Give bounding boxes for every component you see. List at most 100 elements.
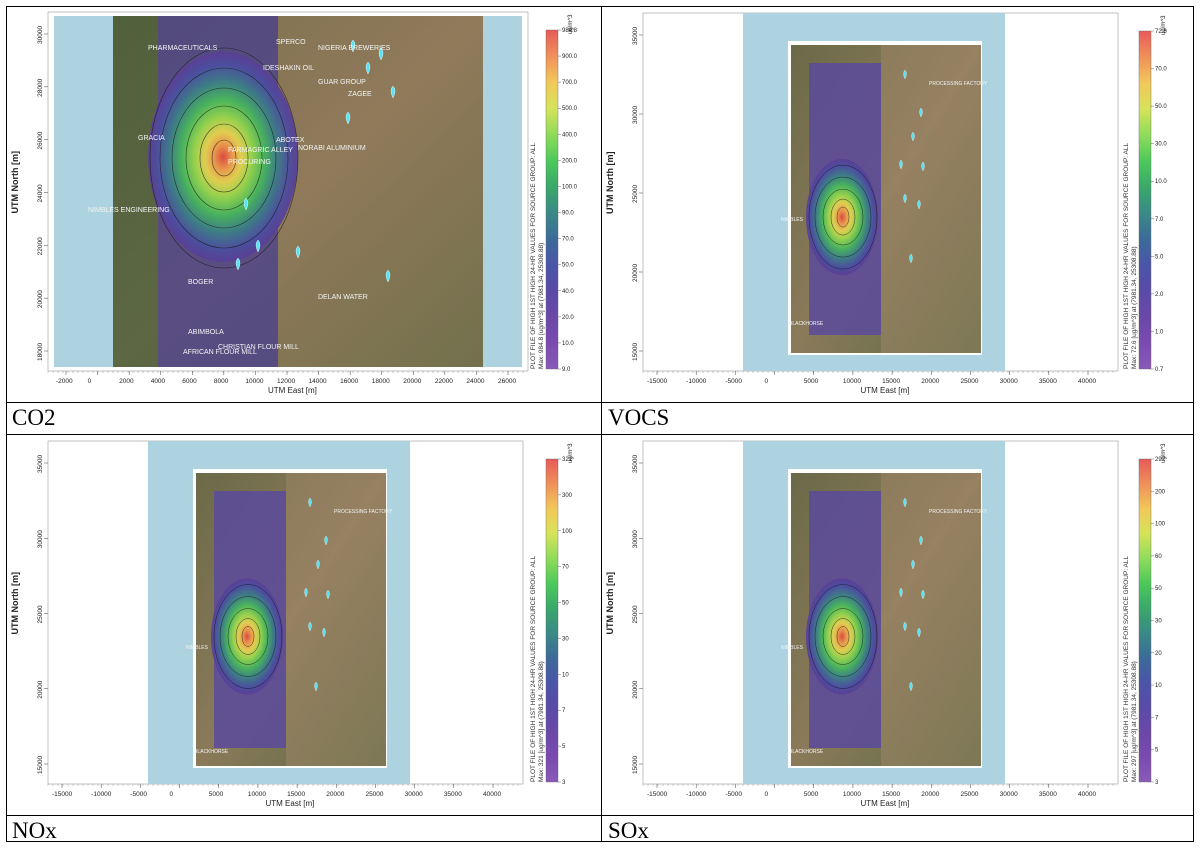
colorbar-level: 200 [1155, 489, 1166, 495]
x-tick-label: 5000 [209, 791, 224, 798]
site-label: FARMAGRIC ALLEY [228, 147, 293, 154]
y-tick-label: 18000 [37, 343, 44, 361]
y-tick-label: 25000 [37, 605, 44, 623]
urban-zone [881, 473, 981, 766]
x-axis-title: UTM East [m] [861, 386, 910, 395]
colorbar-title: PLOT FILE OF HIGH 1ST HIGH 24-HR VALUES … [1123, 556, 1130, 782]
colorbar-level: 5 [562, 744, 566, 750]
colorbar-level: 60 [1155, 554, 1162, 560]
colorbar-level: 321 [562, 457, 573, 463]
contour-line [830, 198, 856, 236]
y-tick-label: 25000 [632, 185, 639, 203]
x-tick-label: 12000 [277, 378, 295, 385]
x-tick-label: 26000 [498, 378, 516, 385]
x-tick-label: 20000 [403, 378, 421, 385]
y-tick-label: 20000 [37, 290, 44, 308]
site-marker-icon [345, 111, 351, 125]
x-tick-label: 16000 [340, 378, 358, 385]
site-label: DELAN WATER [318, 294, 368, 301]
x-tick-label: 2000 [119, 378, 134, 385]
colorbar [1138, 458, 1152, 783]
site-marker-icon [235, 257, 241, 271]
x-tick-label: 0 [170, 791, 174, 798]
colorbar-level: 90.0 [562, 211, 574, 217]
site-marker-icon [378, 47, 384, 61]
x-tick-label: -10000 [686, 378, 707, 385]
colorbar-level: 72.6 [1155, 29, 1167, 35]
x-tick-label: 0 [88, 378, 92, 385]
colorbar-unit: ug/m^3 [568, 14, 574, 34]
site-marker-icon [255, 239, 261, 253]
table-divider-row1 [6, 402, 1194, 403]
x-tick-label: 35000 [1039, 791, 1057, 798]
contour-line [830, 618, 856, 655]
contour-line [822, 188, 864, 246]
colorbar-max: Max: 321 [ug/m^3] at (7981.34, 25308.88) [538, 661, 545, 782]
site-label: GUAR GROUP [318, 79, 366, 86]
table-divider-vertical [601, 6, 602, 842]
colorbar [1138, 30, 1152, 370]
colorbar-level: 30.0 [1155, 142, 1167, 148]
x-tick-label: 5000 [804, 791, 819, 798]
x-tick-label: 15000 [882, 791, 900, 798]
colorbar-level: 30 [562, 636, 569, 642]
contour-line [836, 626, 850, 647]
x-tick-label: -10000 [91, 791, 112, 798]
x-tick-label: -15000 [52, 791, 73, 798]
x-tick-label: 24000 [466, 378, 484, 385]
y-tick-label: 24000 [37, 184, 44, 202]
site-label: BLACKHORSE [789, 749, 824, 755]
site-label: BOGER [188, 279, 213, 286]
x-tick-label: 25000 [960, 791, 978, 798]
site-marker-icon [921, 589, 925, 600]
x-tick-label: 10000 [843, 378, 861, 385]
colorbar [545, 458, 559, 783]
x-tick-label: -15000 [647, 378, 668, 385]
y-tick-label: 25000 [632, 605, 639, 623]
colorbar-max: Max: 297 [ug/m^3] at (7981.34, 25308.88) [1131, 661, 1138, 782]
site-marker-icon [350, 39, 356, 53]
x-tick-label: -2000 [56, 378, 73, 385]
site-label: GRACIA [138, 135, 165, 142]
x-tick-label: 20000 [921, 791, 939, 798]
site-marker-icon [919, 535, 923, 546]
vegetation-zone [113, 16, 158, 367]
site-label: BLACKHORSE [789, 321, 824, 327]
concentration-plume [806, 159, 878, 276]
x-tick-label: -5000 [725, 378, 742, 385]
x-tick-label: 20000 [921, 378, 939, 385]
x-tick-label: 10000 [245, 378, 263, 385]
colorbar-level: 700.0 [562, 80, 578, 86]
contour-line [185, 105, 263, 211]
site-label: NIMBLES [781, 645, 804, 651]
site-label: PHARMACEUTICALS [148, 45, 218, 52]
site-marker-icon [316, 559, 320, 570]
site-label: CHRISTIAN FLOUR MILL [218, 344, 299, 351]
site-marker-icon [911, 559, 915, 570]
colorbar-title: PLOT FILE OF HIGH 1ST HIGH 24-HR VALUES … [1123, 143, 1130, 369]
contour-line [814, 176, 872, 258]
colorbar-level: 70.0 [562, 237, 574, 243]
colorbar-level: 984.8 [562, 28, 578, 34]
colorbar-level: 70 [562, 565, 569, 571]
y-tick-label: 35000 [632, 27, 639, 45]
x-tick-label: 20000 [326, 791, 344, 798]
contour-line [808, 164, 878, 270]
x-tick-label: 5000 [804, 378, 819, 385]
colorbar-level: 50 [562, 601, 569, 607]
x-tick-label: 40000 [483, 791, 501, 798]
colorbar [545, 29, 559, 370]
site-marker-icon [308, 497, 312, 508]
colorbar-level: 9.0 [562, 367, 571, 373]
y-tick-label: 15000 [632, 756, 639, 774]
y-tick-label: 26000 [37, 131, 44, 149]
y-axis-title: UTM North [m] [10, 572, 20, 635]
site-label: NORABI ALUMINIUM [298, 145, 366, 152]
y-tick-label: 30000 [37, 26, 44, 44]
site-marker-icon [899, 587, 903, 598]
y-axis-title: UTM North [m] [10, 151, 20, 214]
colorbar-level: 50.0 [562, 263, 574, 269]
contour-line [213, 584, 283, 689]
y-tick-label: 20000 [37, 680, 44, 698]
colorbar-level: 2.0 [1155, 292, 1164, 298]
